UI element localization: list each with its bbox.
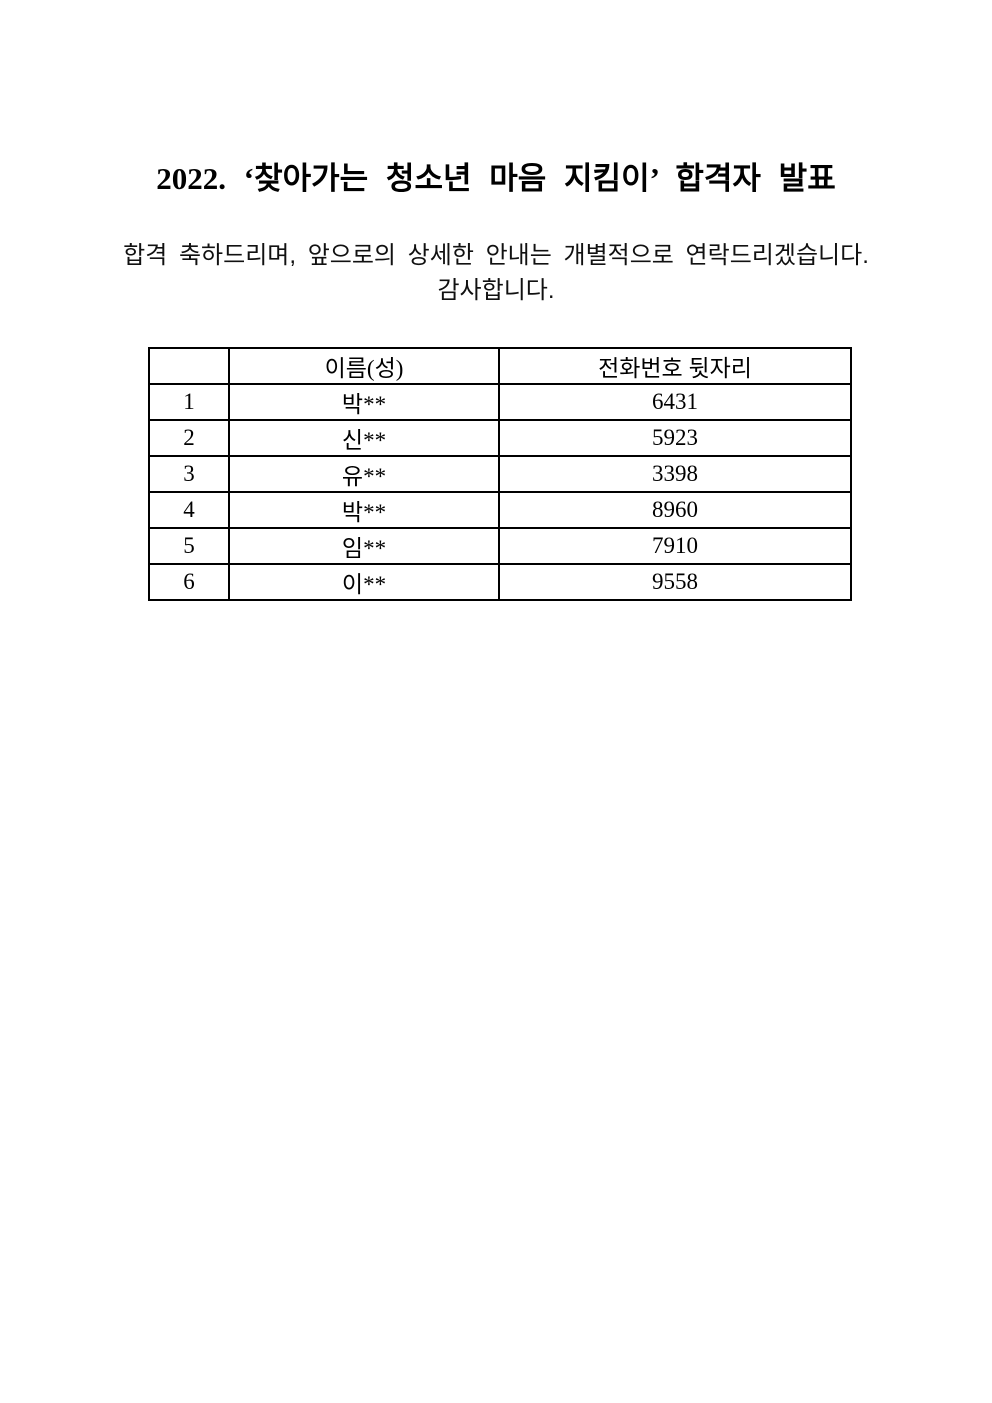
header-cell-name: 이름(성) <box>228 347 500 385</box>
results-table-body: 1 박** 6431 2 신** 5923 3 유** 3398 4 박** 8… <box>148 383 852 601</box>
header-cell-phone: 전화번호 뒷자리 <box>498 347 852 385</box>
name-cell: 박** <box>228 383 500 421</box>
phone-cell: 8960 <box>498 491 852 529</box>
row-number-cell: 5 <box>148 527 230 565</box>
phone-cell: 3398 <box>498 455 852 493</box>
row-number-cell: 1 <box>148 383 230 421</box>
table-row: 1 박** 6431 <box>148 383 852 421</box>
name-cell: 유** <box>228 455 500 493</box>
intro-line-2: 감사합니다. <box>437 277 555 304</box>
table-row: 5 임** 7910 <box>148 527 852 565</box>
phone-cell: 7910 <box>498 527 852 565</box>
row-number-cell: 6 <box>148 563 230 601</box>
page-title: 2022. ‘찾아가는 청소년 마음 지킴이’ 합격자 발표 <box>156 161 836 196</box>
phone-cell: 5923 <box>498 419 852 457</box>
phone-cell: 9558 <box>498 563 852 601</box>
name-cell: 박** <box>228 491 500 529</box>
name-cell: 임** <box>228 527 500 565</box>
row-number-cell: 2 <box>148 419 230 457</box>
intro-paragraph: 합격 축하드리며, 앞으로의 상세한 안내는 개별적으로 연락드리겠습니다. 감… <box>0 238 992 308</box>
row-number-cell: 3 <box>148 455 230 493</box>
name-cell: 이** <box>228 563 500 601</box>
header-row: 이름(성) 전화번호 뒷자리 <box>148 347 852 385</box>
table-row: 4 박** 8960 <box>148 491 852 529</box>
row-number-cell: 4 <box>148 491 230 529</box>
table-row: 2 신** 5923 <box>148 419 852 457</box>
intro-line-1: 합격 축하드리며, 앞으로의 상세한 안내는 개별적으로 연락드리겠습니다. <box>123 242 869 269</box>
results-table: 이름(성) 전화번호 뒷자리 1 박** 6431 2 신** 5923 3 유… <box>148 347 852 601</box>
header-cell-no <box>148 347 230 385</box>
phone-cell: 6431 <box>498 383 852 421</box>
table-row: 6 이** 9558 <box>148 563 852 601</box>
table-row: 3 유** 3398 <box>148 455 852 493</box>
name-cell: 신** <box>228 419 500 457</box>
results-table-header: 이름(성) 전화번호 뒷자리 <box>148 347 852 385</box>
